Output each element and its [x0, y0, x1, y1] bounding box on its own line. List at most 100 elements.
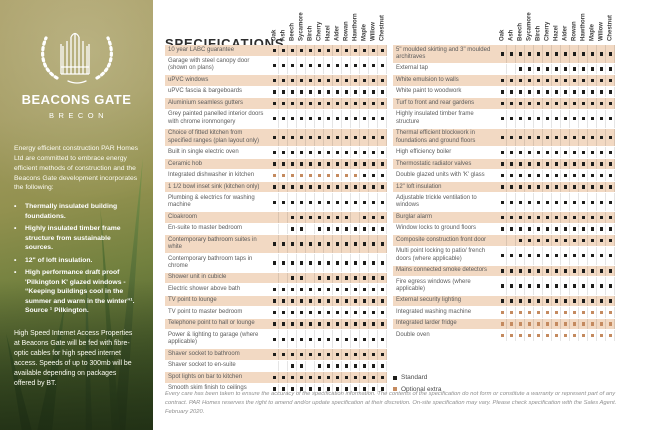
spec-mark-cell [378, 284, 387, 295]
spec-mark-cell [507, 45, 516, 63]
spec-mark-cell [525, 277, 534, 295]
standard-mark-icon [599, 78, 604, 83]
spec-mark-cell [297, 307, 306, 318]
spec-mark-cell [570, 182, 579, 193]
spec-mark-cell [270, 330, 279, 348]
standard-mark-icon [554, 116, 559, 121]
optional-mark-icon [563, 310, 568, 315]
column-header-oak: Oak [271, 29, 278, 41]
standard-mark-icon [572, 215, 577, 220]
spec-mark-cell [297, 75, 306, 86]
standard-mark-icon [500, 284, 505, 288]
spec-mark-cell [498, 87, 507, 98]
standard-mark-icon [554, 162, 559, 166]
spec-mark-cell [351, 330, 360, 348]
standard-mark-icon [344, 242, 349, 246]
standard-mark-icon [317, 322, 322, 326]
standard-mark-icon [527, 150, 532, 155]
spec-mark-cell [288, 75, 297, 86]
spec-mark-cell [507, 212, 516, 223]
standard-mark-icon [545, 116, 550, 121]
spec-mark-cell [534, 182, 543, 193]
column-header-sycamore: Sycamore [298, 12, 305, 41]
standard-mark-icon [272, 242, 277, 246]
column-header-chestnut: Chestnut [379, 15, 386, 41]
standard-mark-icon [344, 200, 349, 205]
standard-mark-icon [371, 63, 376, 68]
standard-mark-icon [344, 352, 349, 357]
optional-mark-icon [563, 333, 568, 338]
spec-label: Choice of fitted kitchen from specified … [168, 130, 260, 144]
standard-mark-icon [344, 90, 349, 94]
spec-mark-cell [288, 193, 297, 211]
optional-mark-icon [353, 173, 358, 178]
spec-mark-cell [333, 45, 342, 56]
standard-mark-icon [281, 299, 286, 303]
spec-mark-cell [369, 235, 378, 253]
standard-mark-icon [281, 135, 286, 140]
spec-mark-cell [579, 296, 588, 307]
standard-mark-icon [599, 185, 604, 189]
spec-mark-cell [543, 159, 552, 170]
spec-mark-cell [369, 319, 378, 330]
spec-mark-cell [297, 212, 306, 223]
standard-mark-icon [272, 78, 277, 83]
spec-mark-cell [306, 296, 315, 307]
spec-marks [498, 181, 615, 193]
standard-mark-icon [344, 364, 349, 368]
spec-mark-cell [543, 45, 552, 63]
spec-mark-cell [552, 193, 561, 211]
spec-mark-cell [369, 349, 378, 360]
spec-mark-cell [378, 319, 387, 330]
spec-mark-cell [561, 193, 570, 211]
spec-mark-cell [507, 170, 516, 181]
spec-mark-cell [297, 296, 306, 307]
spec-mark-cell [360, 284, 369, 295]
spec-mark-cell [516, 193, 525, 211]
standard-mark-icon [335, 185, 340, 189]
spec-mark-cell [597, 277, 606, 295]
spec-mark-cell [297, 193, 306, 211]
spec-mark-cell [606, 235, 615, 246]
standard-mark-icon [380, 215, 385, 220]
spec-mark-cell [597, 87, 606, 98]
spec-mark-cell [606, 296, 615, 307]
spec-marks [270, 307, 387, 318]
standard-mark-icon [308, 387, 313, 391]
spec-mark-cell [306, 87, 315, 98]
standard-mark-icon [599, 90, 604, 94]
standard-mark-icon [362, 310, 367, 315]
spec-row: 5" moulded skirting and 3" moulded archi… [393, 45, 615, 63]
spec-mark-cell [561, 64, 570, 75]
standard-mark-icon [608, 299, 613, 303]
spec-mark-cell [369, 147, 378, 158]
spec-label: Shaver socket to bathroom [168, 350, 240, 357]
spec-mark-cell [342, 57, 351, 75]
spec-marks [270, 181, 387, 193]
standard-mark-icon [371, 299, 376, 303]
spec-mark-cell [306, 361, 315, 372]
standard-mark-icon [371, 322, 376, 326]
spec-marks [270, 272, 387, 284]
standard-mark-icon [299, 227, 304, 231]
spec-label: External security lighting [396, 297, 462, 304]
standard-mark-icon [281, 101, 286, 106]
standard-mark-icon [308, 135, 313, 140]
spec-mark-cell [516, 147, 525, 158]
standard-mark-icon [308, 116, 313, 121]
spec-marks [498, 265, 615, 277]
spec-mark-cell [597, 75, 606, 86]
standard-mark-icon [527, 227, 532, 231]
standard-mark-icon [326, 63, 331, 68]
standard-mark-icon [308, 322, 313, 326]
spec-marks [270, 56, 387, 75]
standard-mark-icon [518, 52, 523, 56]
spec-mark-cell [369, 361, 378, 372]
spec-mark-cell [525, 159, 534, 170]
spec-label: Spot lights on bar to kitchen [168, 373, 243, 380]
spec-mark-cell [588, 98, 597, 109]
standard-mark-icon [308, 150, 313, 155]
spec-mark-cell [342, 284, 351, 295]
standard-mark-icon [536, 135, 541, 140]
standard-mark-icon [380, 200, 385, 205]
